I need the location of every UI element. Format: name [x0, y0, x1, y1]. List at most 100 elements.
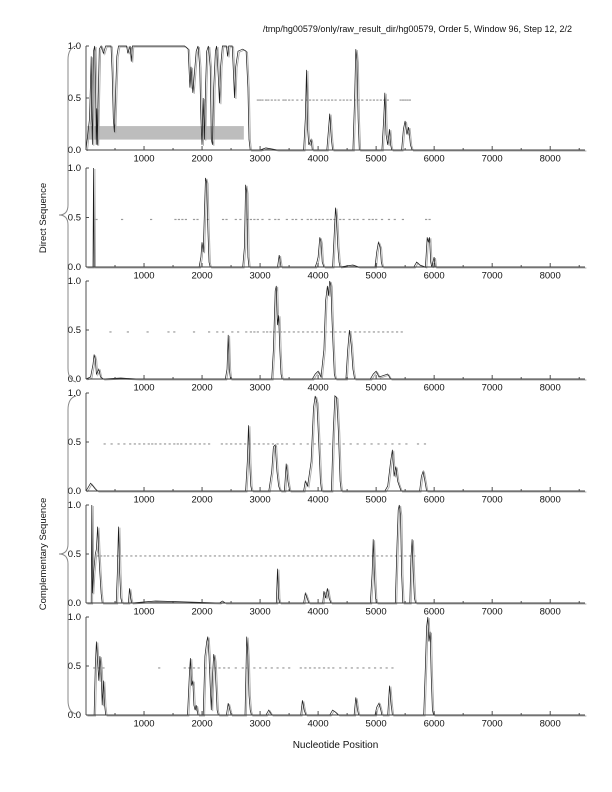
y-tick-labels: 0.0 0.5 1.0	[68, 388, 81, 497]
y-tick-label: 0.0	[68, 486, 81, 497]
x-tick-label: 5000	[366, 719, 387, 730]
x-tick-label: 7000	[482, 719, 503, 730]
y-tick-label: 0.5	[68, 325, 81, 336]
subplot-3: 1000 2000 3000 4000 5000 6000 7000 8000 0.0 0.5 1.…	[68, 276, 587, 394]
x-tick-label: 5000	[366, 271, 387, 282]
x-tick-label: 2000	[191, 154, 212, 165]
trace-line	[85, 280, 585, 380]
y-tick-label: 0.5	[68, 437, 81, 448]
x-tick-label: 3000	[249, 719, 270, 730]
x-tick-label: 3000	[249, 495, 270, 506]
x-tick-label: 2000	[191, 495, 212, 506]
x-tick-label: 2000	[191, 271, 212, 282]
x-tick-label: 2000	[191, 607, 212, 618]
subplot-4: 1000 2000 3000 4000 5000 6000 7000 8000 0.0 0.5 1.…	[68, 388, 587, 506]
x-tick-label: 1000	[133, 607, 154, 618]
y-tick-label: 0.0	[68, 145, 81, 156]
axes	[85, 167, 585, 268]
y-tick-labels: 0.0 0.5 1.0	[68, 163, 81, 273]
trace-line	[85, 395, 585, 492]
axes	[85, 45, 585, 151]
x-axis-label: Nucleotide Position	[292, 740, 379, 751]
x-tick-label: 6000	[424, 495, 445, 506]
trace-shadow	[87, 505, 587, 605]
x-tick-label: 3000	[249, 271, 270, 282]
x-tick-label: 4000	[308, 383, 329, 394]
x-tick-label: 1000	[133, 271, 154, 282]
trace-line	[86, 616, 585, 716]
y-tick-label: 1.0	[68, 388, 81, 399]
x-tick-label: 5000	[366, 607, 387, 618]
x-tick-label: 8000	[540, 495, 561, 506]
y-tick-label: 0.0	[68, 598, 81, 609]
x-tick-labels: 1000 2000 3000 4000 5000 6000 7000 8000	[133, 271, 560, 282]
x-tick-label: 7000	[482, 607, 503, 618]
x-tick-label: 5000	[366, 383, 387, 394]
complementary-sequence-brace	[58, 395, 77, 715]
y-tick-label: 0.5	[68, 661, 81, 672]
y-tick-labels: 0.00.51.0	[68, 41, 81, 156]
x-tick-label: 5000	[366, 154, 387, 165]
subplot-5: 1000 2000 3000 4000 5000 6000 7000 8000 0.0 0.5 1.…	[68, 500, 587, 618]
x-tick-label: 2000	[191, 383, 212, 394]
x-tick-label: 6000	[424, 271, 445, 282]
x-tick-label: 6000	[424, 607, 445, 618]
figure-title: /tmp/hg00579/only/raw_result_dir/hg00579…	[262, 24, 572, 34]
axes	[85, 280, 585, 380]
trace-shadow	[87, 617, 587, 717]
x-tick-label: 4000	[308, 154, 329, 165]
x-tick-label: 8000	[540, 607, 561, 618]
y-tick-label: 1.0	[68, 163, 81, 174]
trace-line	[86, 167, 585, 268]
y-tick-label: 1.0	[68, 612, 81, 623]
x-tick-label: 4000	[308, 271, 329, 282]
x-tick-labels: 1000 2000 3000 4000 5000 6000 7000 8000	[133, 495, 560, 506]
y-tick-label: 0.0	[68, 374, 81, 385]
x-tick-label: 8000	[540, 271, 561, 282]
y-tick-labels: 0.0 0.5 1.0	[68, 612, 81, 721]
x-tick-label: 8000	[540, 154, 561, 165]
x-tick-label: 8000	[540, 719, 561, 730]
y-tick-label: 1.0	[68, 500, 81, 511]
x-tick-label: 1000	[133, 154, 154, 165]
y-tick-label: 0.5	[68, 213, 81, 224]
x-tick-label: 7000	[482, 271, 503, 282]
y-tick-label: 0.0	[68, 710, 81, 721]
y-tick-label: 0.5	[68, 93, 81, 104]
subplot-6: 1000 2000 3000 4000 5000 6000 7000 8000 0.0 0.5 1.…	[68, 612, 587, 730]
y-tick-labels: 0.0 0.5 1.0	[68, 500, 81, 609]
x-tick-label: 7000	[482, 495, 503, 506]
x-tick-label: 3000	[249, 383, 270, 394]
x-tick-label: 5000	[366, 495, 387, 506]
trace-line	[85, 45, 585, 151]
x-tick-label: 3000	[249, 154, 270, 165]
y-tick-label: 0.5	[68, 549, 81, 560]
x-tick-labels: 1000 2000 3000 4000 5000 6000 7000 8000	[133, 154, 560, 165]
trace-line	[86, 504, 585, 604]
axes	[85, 504, 585, 604]
trace-shadow	[87, 281, 587, 381]
x-tick-label: 3000	[249, 607, 270, 618]
x-tick-labels: 1000 2000 3000 4000 5000 6000 7000 8000	[133, 383, 560, 394]
x-tick-label: 7000	[482, 383, 503, 394]
x-tick-label: 1000	[133, 719, 154, 730]
trace-shadow	[87, 395, 587, 493]
highlight-band	[87, 126, 244, 140]
x-tick-label: 4000	[308, 607, 329, 618]
trace-shadow	[87, 168, 587, 269]
x-tick-label: 7000	[482, 154, 503, 165]
axes	[85, 392, 585, 492]
x-tick-label: 4000	[308, 719, 329, 730]
y-tick-label: 1.0	[68, 276, 81, 287]
x-tick-labels: 1000 2000 3000 4000 5000 6000 7000 8000	[133, 607, 560, 618]
x-tick-label: 4000	[308, 495, 329, 506]
direct-sequence-brace	[58, 45, 77, 383]
subplot-1: 1000 2000 3000 4000 5000 6000 7000 80000.00.51.…	[68, 41, 587, 165]
x-tick-label: 6000	[424, 383, 445, 394]
axes	[85, 616, 585, 716]
x-tick-label: 1000	[133, 495, 154, 506]
x-tick-label: 8000	[540, 383, 561, 394]
y-tick-label: 0.0	[68, 262, 81, 273]
